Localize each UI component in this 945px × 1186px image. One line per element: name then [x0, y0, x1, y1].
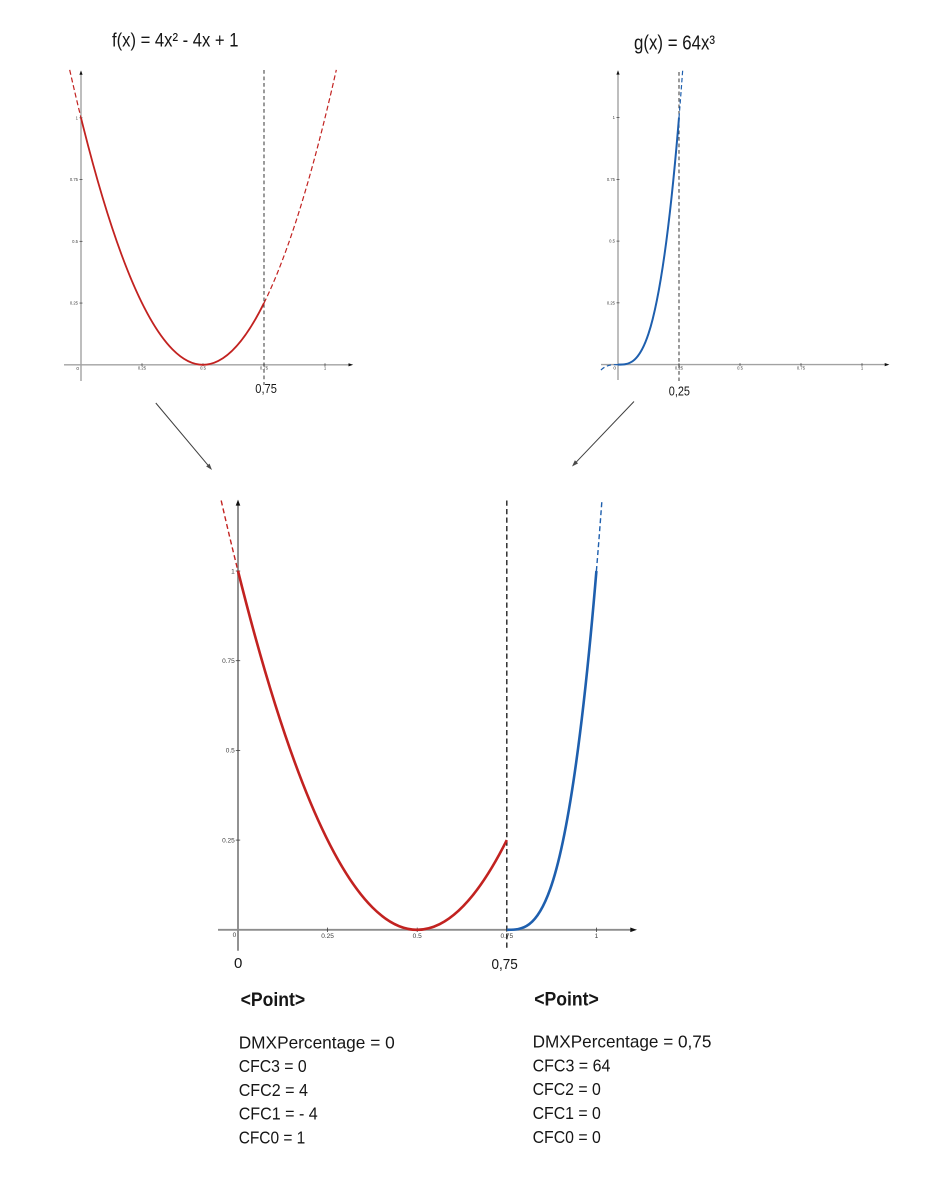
- svg-text:CFC3 = 64: CFC3 = 64: [533, 1055, 611, 1075]
- svg-text:DMXPercentage = 0,75: DMXPercentage = 0,75: [533, 1032, 712, 1052]
- svg-text:g(x) = 64x³: g(x) = 64x³: [634, 32, 715, 55]
- svg-text:1: 1: [595, 933, 599, 940]
- svg-text:f(x) = 4x² - 4x + 1: f(x) = 4x² - 4x + 1: [112, 29, 239, 51]
- svg-text:0.25: 0.25: [607, 300, 616, 305]
- svg-text:0,75: 0,75: [492, 956, 518, 973]
- svg-text:0.5: 0.5: [413, 933, 422, 940]
- svg-text:1: 1: [324, 366, 327, 371]
- svg-text:0.75: 0.75: [260, 366, 269, 371]
- svg-text:0.75: 0.75: [70, 177, 79, 182]
- svg-text:1: 1: [231, 568, 235, 575]
- svg-text:0.5: 0.5: [226, 748, 235, 755]
- svg-text:CFC0 = 0: CFC0 = 0: [533, 1127, 601, 1147]
- svg-text:0.5: 0.5: [200, 366, 206, 371]
- svg-text:0: 0: [234, 955, 242, 972]
- svg-text:0.25: 0.25: [222, 837, 235, 844]
- svg-text:0.75: 0.75: [607, 177, 616, 182]
- svg-text:CFC2 = 4: CFC2 = 4: [239, 1080, 308, 1100]
- svg-text:<Point>: <Point>: [241, 989, 306, 1011]
- svg-text:CFC0 = 1: CFC0 = 1: [239, 1128, 306, 1148]
- svg-text:0.75: 0.75: [222, 658, 235, 665]
- svg-text:1: 1: [613, 115, 616, 120]
- svg-text:CFC3 = 0: CFC3 = 0: [239, 1056, 307, 1076]
- svg-text:0.5: 0.5: [737, 365, 743, 370]
- svg-text:0: 0: [76, 366, 79, 372]
- svg-text:0.75: 0.75: [797, 365, 806, 370]
- svg-text:CFC1 = - 4: CFC1 = - 4: [239, 1104, 318, 1124]
- svg-text:0,75: 0,75: [255, 381, 277, 396]
- svg-text:0.25: 0.25: [321, 933, 334, 940]
- svg-text:0: 0: [613, 366, 616, 372]
- svg-text:1: 1: [76, 115, 79, 120]
- svg-text:0: 0: [233, 932, 237, 939]
- svg-text:0,25: 0,25: [669, 384, 690, 399]
- svg-text:1: 1: [861, 365, 864, 370]
- svg-text:CFC1 = 0: CFC1 = 0: [533, 1103, 601, 1123]
- svg-text:0.5: 0.5: [609, 239, 615, 244]
- svg-text:<Point>: <Point>: [534, 988, 599, 1010]
- svg-text:CFC2 = 0: CFC2 = 0: [533, 1079, 601, 1099]
- svg-text:0.5: 0.5: [72, 239, 78, 244]
- svg-text:0.25: 0.25: [70, 301, 79, 306]
- svg-text:0.25: 0.25: [138, 366, 147, 371]
- svg-text:DMXPercentage = 0: DMXPercentage = 0: [239, 1032, 395, 1052]
